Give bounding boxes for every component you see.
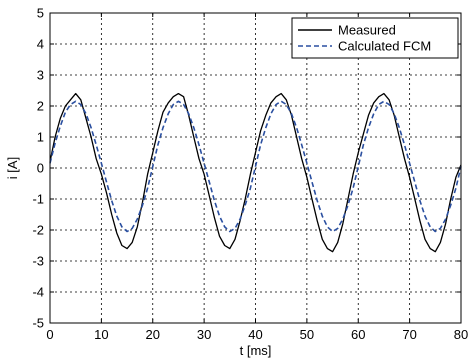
y-tick-label: -3 [32, 254, 44, 269]
grid-lines [50, 13, 461, 323]
x-tick-label: 0 [46, 327, 53, 342]
series-line-calculated-fcm [49, 100, 462, 233]
y-tick-labels: -5 -4 -3 -2 -1 0 1 2 3 4 5 [32, 6, 44, 331]
x-tick-label: 30 [197, 327, 211, 342]
series-group [49, 92, 462, 253]
x-tick-label: 10 [94, 327, 108, 342]
x-tick-label: 80 [454, 327, 468, 342]
legend-box [291, 17, 459, 59]
x-tick-label: 50 [300, 327, 314, 342]
x-tick-label: 20 [146, 327, 160, 342]
y-tick-label: 0 [37, 161, 44, 176]
x-axis-label: t [ms] [240, 343, 272, 358]
y-tick-label: 3 [37, 68, 44, 83]
x-tick-label: 40 [248, 327, 262, 342]
series-line-measured [49, 92, 462, 253]
tick-marks [49, 12, 462, 324]
x-tick-label: 60 [351, 327, 365, 342]
y-axis-label: i [A] [5, 157, 20, 179]
x-tick-label: 70 [402, 327, 416, 342]
x-tick-labels: 0 10 20 30 40 50 60 70 80 [46, 327, 468, 342]
y-tick-label: 2 [37, 99, 44, 114]
legend-label-measured: Measured [338, 23, 396, 38]
y-tick-label: -1 [32, 192, 44, 207]
legend: Measured Calculated FCM [291, 17, 459, 59]
y-tick-label: 4 [37, 37, 44, 52]
legend-label-calculated-fcm: Calculated FCM [338, 39, 431, 54]
y-tick-label: -4 [32, 285, 44, 300]
y-tick-label: -5 [32, 316, 44, 331]
y-tick-label: -2 [32, 223, 44, 238]
y-tick-label: 5 [37, 6, 44, 21]
y-tick-label: 1 [37, 130, 44, 145]
